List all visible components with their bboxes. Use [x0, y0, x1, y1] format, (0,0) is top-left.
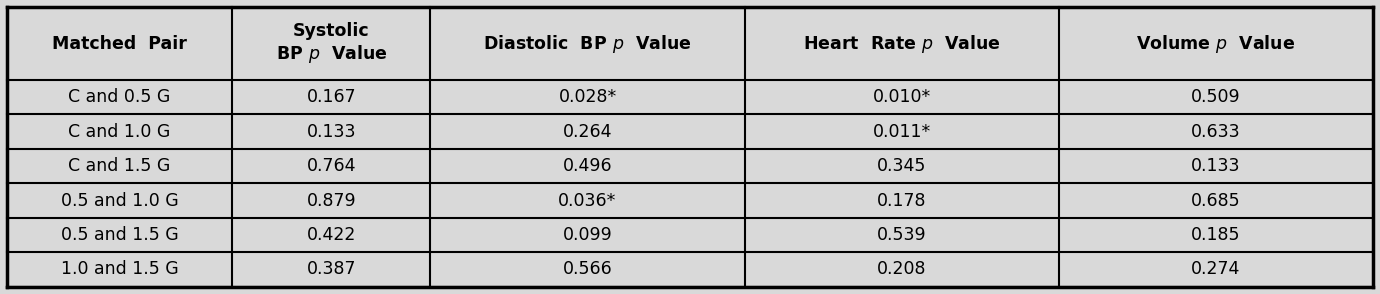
Text: 0.633: 0.633 [1191, 123, 1241, 141]
Text: 0.264: 0.264 [563, 123, 613, 141]
Text: 0.496: 0.496 [563, 157, 613, 175]
Text: 0.274: 0.274 [1191, 260, 1241, 278]
Text: 0.5 and 1.5 G: 0.5 and 1.5 G [61, 226, 178, 244]
Text: 0.010*: 0.010* [872, 88, 932, 106]
Text: 0.028*: 0.028* [559, 88, 617, 106]
Text: 0.387: 0.387 [306, 260, 356, 278]
Text: C and 0.5 G: C and 0.5 G [69, 88, 171, 106]
Text: 0.685: 0.685 [1191, 191, 1241, 210]
Text: 0.178: 0.178 [878, 191, 926, 210]
Text: 0.011*: 0.011* [872, 123, 932, 141]
Text: Systolic
BP $\mathit{p}$  Value: Systolic BP $\mathit{p}$ Value [276, 22, 388, 65]
Text: Matched  Pair: Matched Pair [52, 35, 188, 53]
Text: C and 1.5 G: C and 1.5 G [69, 157, 171, 175]
Text: Volume $\mathit{p}$  Value: Volume $\mathit{p}$ Value [1136, 33, 1296, 55]
Text: 0.509: 0.509 [1191, 88, 1241, 106]
Text: 0.133: 0.133 [1191, 157, 1241, 175]
Text: Diastolic  BP $\mathit{p}$  Value: Diastolic BP $\mathit{p}$ Value [483, 33, 691, 55]
Text: 0.5 and 1.0 G: 0.5 and 1.0 G [61, 191, 178, 210]
Text: 0.133: 0.133 [306, 123, 356, 141]
Text: 0.208: 0.208 [878, 260, 926, 278]
Text: 0.422: 0.422 [306, 226, 356, 244]
Text: C and 1.0 G: C and 1.0 G [69, 123, 171, 141]
Text: 0.167: 0.167 [306, 88, 356, 106]
Text: 0.539: 0.539 [876, 226, 926, 244]
Text: 0.566: 0.566 [563, 260, 613, 278]
Text: Heart  Rate $\mathit{p}$  Value: Heart Rate $\mathit{p}$ Value [803, 33, 1000, 55]
Text: 0.185: 0.185 [1191, 226, 1241, 244]
Text: 0.764: 0.764 [306, 157, 356, 175]
Text: 0.099: 0.099 [563, 226, 613, 244]
Text: 1.0 and 1.5 G: 1.0 and 1.5 G [61, 260, 178, 278]
Text: 0.879: 0.879 [306, 191, 356, 210]
Text: 0.036*: 0.036* [559, 191, 617, 210]
Text: 0.345: 0.345 [878, 157, 926, 175]
